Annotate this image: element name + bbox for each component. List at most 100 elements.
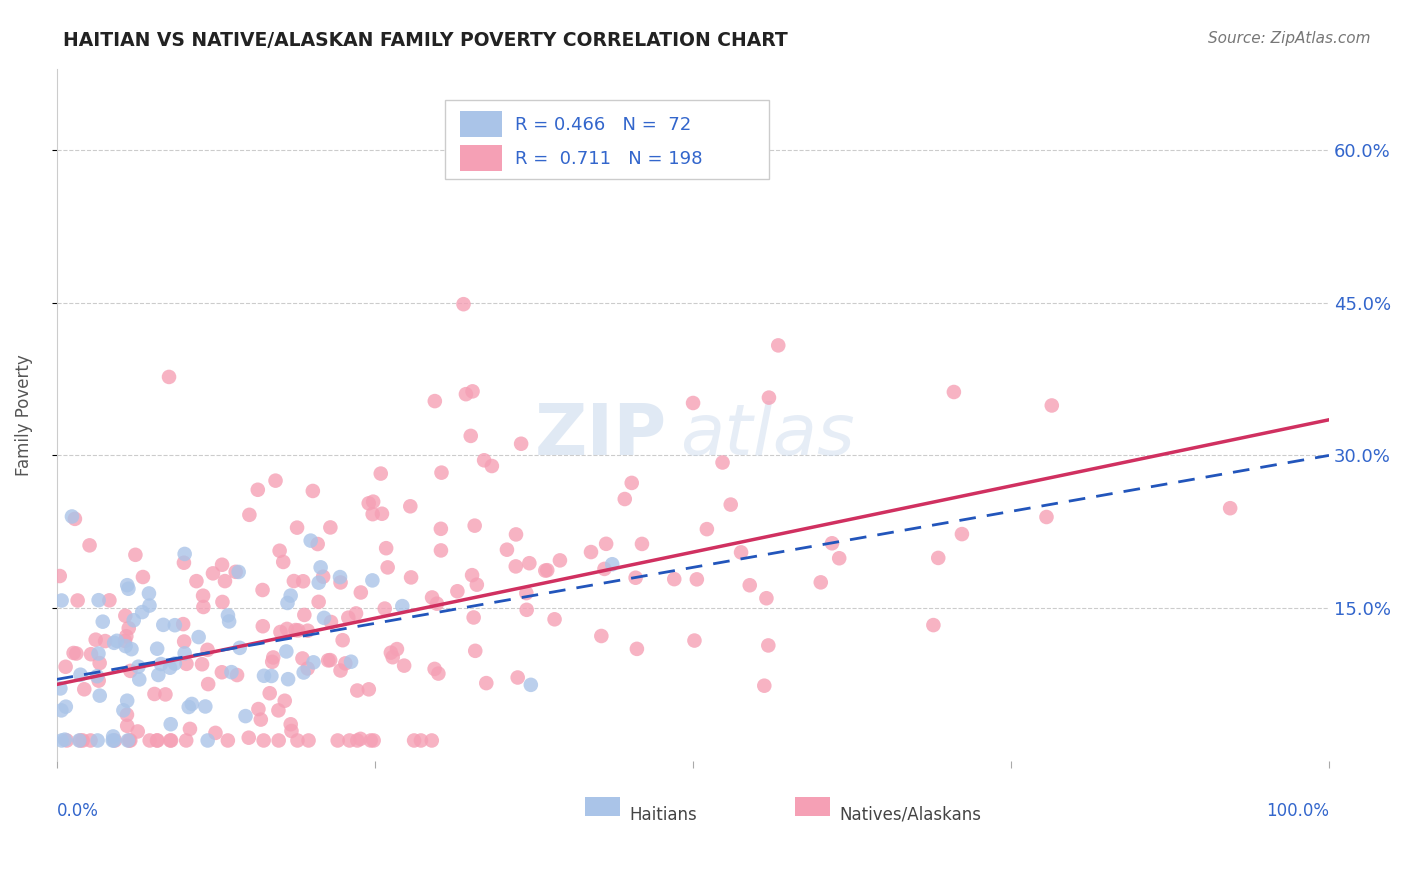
Point bbox=[89, 689, 111, 703]
Point bbox=[346, 733, 368, 747]
Point bbox=[464, 644, 486, 658]
Point bbox=[280, 717, 302, 731]
Point bbox=[114, 634, 136, 648]
Point bbox=[180, 697, 202, 711]
Point bbox=[115, 707, 138, 722]
Point bbox=[235, 709, 257, 723]
FancyBboxPatch shape bbox=[585, 797, 620, 816]
Point bbox=[276, 596, 298, 610]
Point bbox=[173, 556, 195, 570]
Point bbox=[297, 624, 319, 638]
Point bbox=[711, 455, 734, 469]
Point bbox=[686, 572, 709, 586]
Point bbox=[228, 565, 250, 579]
Point bbox=[173, 547, 195, 561]
Point bbox=[821, 536, 844, 550]
Point bbox=[187, 630, 209, 644]
Point bbox=[49, 681, 72, 696]
Point bbox=[302, 656, 325, 670]
Point bbox=[922, 618, 945, 632]
Point bbox=[276, 644, 298, 658]
Point bbox=[104, 733, 127, 747]
Point bbox=[758, 391, 780, 405]
Point bbox=[176, 657, 198, 671]
Point bbox=[755, 591, 778, 606]
Point bbox=[191, 589, 214, 603]
Point bbox=[117, 582, 139, 596]
Point bbox=[463, 610, 485, 624]
Point bbox=[127, 659, 149, 673]
Point bbox=[307, 537, 329, 551]
Point bbox=[121, 642, 143, 657]
Point bbox=[246, 483, 269, 497]
Point bbox=[152, 618, 174, 632]
Point bbox=[942, 384, 965, 399]
Point bbox=[319, 520, 342, 534]
Point bbox=[86, 733, 108, 747]
Point bbox=[283, 574, 305, 588]
Point bbox=[112, 703, 135, 717]
Point bbox=[754, 679, 776, 693]
Point bbox=[375, 541, 398, 556]
Point bbox=[332, 633, 354, 648]
Point bbox=[361, 574, 384, 588]
Point bbox=[346, 683, 368, 698]
Point bbox=[329, 570, 352, 584]
Point bbox=[460, 429, 482, 443]
Point bbox=[53, 732, 76, 747]
Point bbox=[430, 543, 453, 558]
Point bbox=[174, 733, 197, 747]
Point bbox=[284, 623, 307, 637]
Point bbox=[194, 699, 217, 714]
Point bbox=[94, 634, 117, 648]
Point bbox=[87, 673, 110, 688]
Text: R = 0.466   N =  72: R = 0.466 N = 72 bbox=[515, 116, 690, 134]
Point bbox=[138, 586, 160, 600]
Point bbox=[69, 667, 91, 681]
Point bbox=[55, 733, 77, 747]
Point bbox=[253, 669, 276, 683]
Point bbox=[218, 615, 240, 629]
Point bbox=[297, 661, 319, 675]
Point bbox=[516, 603, 538, 617]
Point bbox=[360, 733, 382, 747]
Point bbox=[177, 700, 200, 714]
Point bbox=[115, 578, 138, 592]
Point bbox=[51, 703, 73, 717]
Point bbox=[423, 662, 446, 676]
Point bbox=[505, 527, 527, 541]
Point bbox=[377, 560, 399, 574]
Point bbox=[385, 642, 408, 657]
Point bbox=[579, 545, 602, 559]
Point bbox=[454, 387, 477, 401]
Point bbox=[361, 507, 384, 521]
Point bbox=[120, 733, 142, 747]
Point bbox=[292, 574, 315, 589]
Point bbox=[399, 500, 422, 514]
Point bbox=[548, 553, 571, 567]
Point bbox=[430, 522, 453, 536]
Point bbox=[505, 559, 527, 574]
Text: 100.0%: 100.0% bbox=[1265, 803, 1329, 821]
Point bbox=[252, 619, 274, 633]
Point bbox=[91, 615, 114, 629]
Point bbox=[534, 564, 557, 578]
Point bbox=[420, 733, 443, 747]
Point bbox=[1219, 501, 1241, 516]
Point bbox=[329, 575, 352, 590]
Point bbox=[461, 384, 484, 399]
Point bbox=[143, 687, 166, 701]
Point bbox=[115, 719, 138, 733]
Y-axis label: Family Poverty: Family Poverty bbox=[15, 354, 32, 475]
Point bbox=[118, 621, 141, 635]
Point bbox=[149, 657, 172, 671]
Point bbox=[301, 483, 323, 498]
Text: atlas: atlas bbox=[681, 401, 855, 470]
Point bbox=[430, 466, 453, 480]
Point bbox=[128, 673, 150, 687]
Text: ZIP: ZIP bbox=[536, 401, 668, 470]
Point bbox=[51, 593, 73, 607]
Point bbox=[357, 496, 380, 510]
Point bbox=[247, 702, 270, 716]
Point bbox=[613, 491, 636, 506]
